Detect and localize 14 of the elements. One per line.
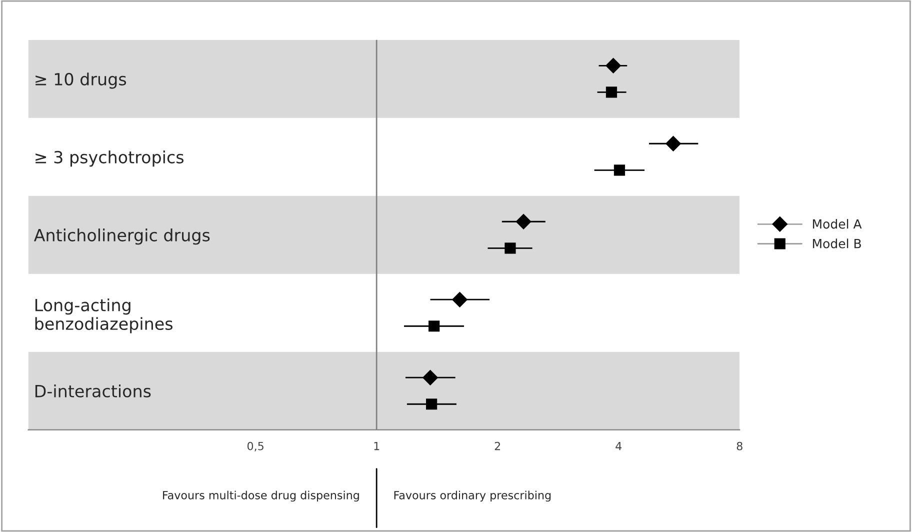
y-tick-label: Long-acting benzodiazepines (35, 298, 172, 334)
x-tick-label: 2 (494, 442, 500, 450)
y-tick-label: ≥ 3 psychotropics (36, 150, 184, 167)
x-tick-label: 0,5 (247, 442, 264, 452)
legend-label: Model B (812, 238, 861, 248)
x-tick-label: 8 (736, 442, 742, 450)
y-tick-label: D-interactions (35, 384, 151, 398)
text: Favours ordinary prescribing (394, 490, 551, 502)
y-tick-label: ≥ 10 drugs (36, 72, 126, 89)
legend-label: Model A (812, 219, 862, 229)
x-tick-label: 4 (616, 442, 622, 450)
y-tick-label: Anticholinergic drugs (34, 228, 210, 245)
x-tick-label: 1 (374, 442, 380, 450)
text: Favours multi-dose drug dispensing (163, 490, 359, 502)
